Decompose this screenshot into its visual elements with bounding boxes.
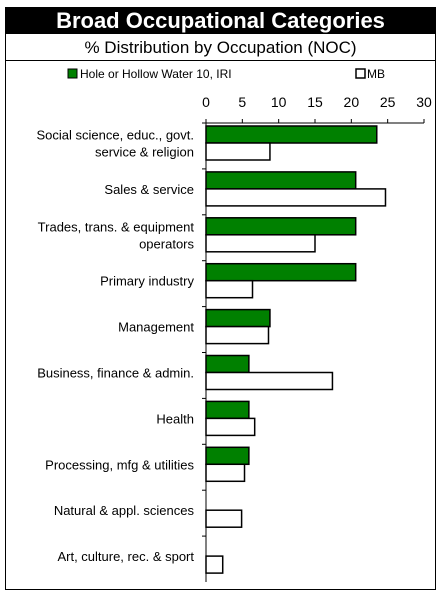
bar-series-2 [205, 417, 256, 437]
bar-series-1 [205, 308, 271, 328]
bar-series-1 [205, 400, 250, 420]
category-label: Business, finance & admin. [37, 366, 194, 381]
bar-series-1 [205, 217, 357, 236]
bar-series-2 [205, 188, 387, 207]
category-labels: Social science, educ., govt. service & re… [36, 128, 194, 565]
chart-subtitle: % Distribution by Occupation (NOC) [6, 34, 435, 61]
bar-series-2 [205, 279, 254, 299]
category-label: Health [156, 411, 194, 426]
category-label: Management [118, 320, 194, 335]
legend: Hole or Hollow Water 10, IRI MB [67, 67, 385, 81]
category-label: Social science, educ., govt. [36, 128, 194, 143]
x-tick-label: 15 [307, 94, 323, 110]
category-label: Sales & service [104, 182, 194, 197]
x-tick-label: 20 [344, 94, 360, 110]
bar-series-2 [205, 463, 246, 483]
bar-series-2 [205, 325, 270, 345]
x-tick-label: 10 [271, 94, 287, 110]
bar-series-2 [205, 371, 334, 391]
category-label: Natural & appl. sciences [54, 503, 195, 518]
legend-label-series-1: Hole or Hollow Water 10, IRI [80, 67, 232, 81]
category-label: Primary industry [100, 274, 194, 289]
x-tick-label: 30 [416, 94, 432, 110]
x-tick-label: 0 [202, 94, 210, 110]
category-label: operators [139, 236, 194, 251]
bar-series-2 [205, 142, 271, 161]
chart-title: Broad Occupational Categories [6, 8, 435, 34]
bar-series-1 [205, 125, 378, 144]
bar-series-1 [205, 354, 250, 374]
bar-series-1 [205, 262, 357, 282]
legend-swatch-series-1 [67, 68, 78, 79]
bar-series-2 [205, 234, 316, 253]
bar-series-1 [205, 171, 357, 190]
category-label: Trades, trans. & equipment [38, 219, 195, 234]
bar-series-1 [205, 446, 250, 466]
x-tick-label: 5 [238, 94, 246, 110]
bars [205, 125, 387, 574]
legend-label-series-2: MB [367, 67, 385, 81]
bar-series-2 [205, 509, 243, 528]
legend-swatch-series-2 [355, 68, 366, 79]
category-label: Art, culture, rec. & sport [57, 549, 194, 564]
chart-frame: Broad Occupational Categories % Distribu… [5, 7, 436, 590]
category-label: Processing, mfg & utilities [45, 457, 194, 472]
bar-series-2 [205, 555, 224, 574]
category-label: service & religion [95, 145, 194, 160]
x-tick-label: 25 [380, 94, 396, 110]
